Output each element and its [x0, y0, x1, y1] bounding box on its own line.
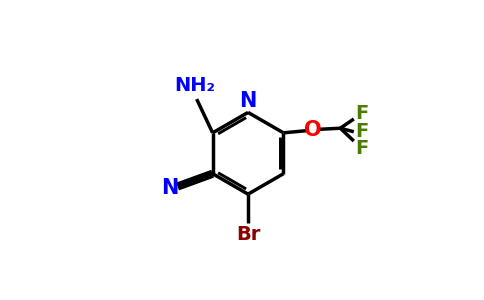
- Text: NH₂: NH₂: [174, 76, 215, 95]
- Text: Br: Br: [236, 225, 260, 244]
- Text: F: F: [355, 104, 368, 123]
- Text: N: N: [240, 91, 257, 111]
- Text: N: N: [161, 178, 179, 198]
- Text: F: F: [355, 122, 368, 141]
- Text: F: F: [355, 139, 368, 158]
- Text: O: O: [304, 120, 321, 140]
